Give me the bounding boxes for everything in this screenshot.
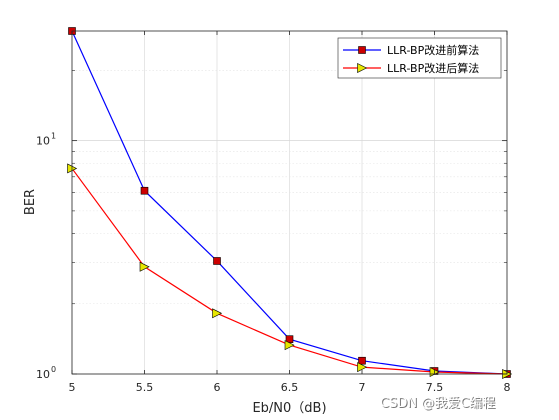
series-2-point (284, 340, 295, 351)
watermark: CSDN @我爱C编程 (380, 396, 495, 411)
legend-label-series-2: LLR-BP改进后算法 (387, 61, 479, 75)
legend-marker-series-2 (357, 63, 368, 73)
y-axis-label: BER (23, 189, 38, 215)
x-tick-label: 7 (359, 381, 366, 394)
ticks (71, 31, 508, 375)
series-2-point (212, 308, 223, 319)
y-tick-label-base: 10 (36, 368, 50, 381)
legend: LLR-BP改进前算法 LLR-BP改进后算法 (337, 37, 502, 79)
x-tick-label: 5.5 (136, 381, 154, 394)
series-2-point (357, 362, 368, 373)
series-1-point (213, 257, 221, 265)
series-1-point (140, 186, 149, 195)
x-tick-label: 6 (214, 381, 221, 394)
legend-label-series-1: LLR-BP改进前算法 (387, 43, 479, 57)
x-tick-label: 6.5 (281, 381, 299, 394)
legend-marker-series-1 (358, 46, 366, 54)
x-tick-label: 5 (69, 381, 76, 394)
x-axis-label: Eb/N0（dB) (252, 401, 326, 416)
y-tick-label-exponent: 1 (51, 132, 56, 141)
legend-box (337, 37, 502, 79)
series-1-point (358, 356, 366, 365)
series-2-point (139, 261, 150, 272)
watermark-shadow: CSDN @我爱C编程 (381, 397, 496, 412)
x-tick-label: 8 (504, 381, 511, 394)
y-tick-label-exponent: 0 (51, 365, 56, 374)
x-tick-label: 7.5 (426, 381, 444, 394)
y-tick-label-base: 10 (36, 135, 50, 148)
